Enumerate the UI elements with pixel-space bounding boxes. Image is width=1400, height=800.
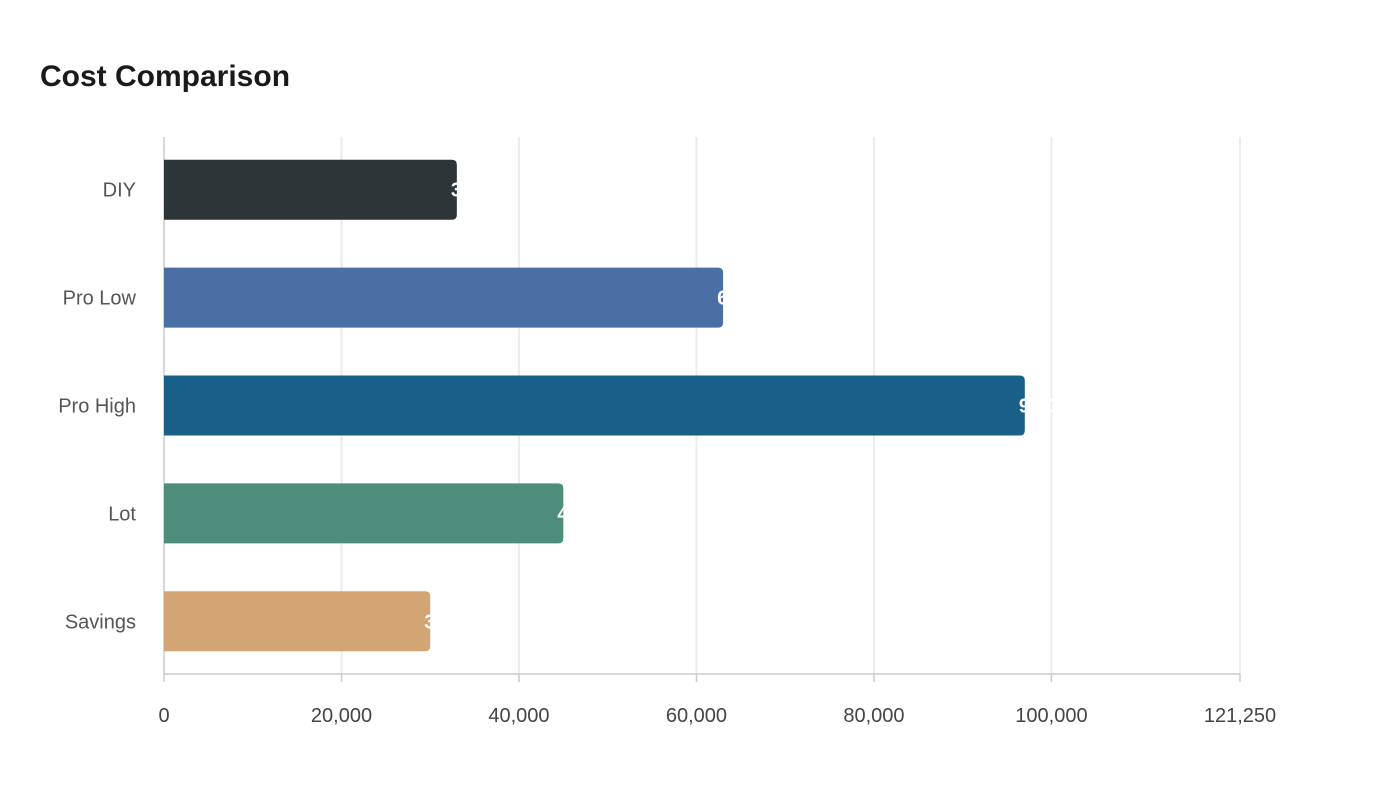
bar-diy: [164, 159, 457, 220]
bar-savings: [164, 591, 431, 652]
value-label: 30,000: [424, 611, 485, 633]
value-label: 63,000: [717, 288, 778, 310]
x-tick-label: 0: [158, 705, 169, 727]
category-label: Pro High: [58, 396, 136, 418]
chart-title: Cost Comparison: [40, 60, 291, 93]
bar-lot: [164, 483, 564, 544]
x-tick-label: 40,000: [488, 705, 549, 727]
x-tick-label: 121,250: [1204, 705, 1276, 727]
category-label: DIY: [103, 180, 136, 202]
x-tick-label: 20,000: [311, 705, 372, 727]
x-tick-label: 80,000: [843, 705, 904, 727]
value-label: 97,000: [1019, 396, 1080, 418]
value-label: 33,000: [451, 180, 512, 202]
category-label: Pro Low: [63, 288, 137, 310]
category-label: Lot: [108, 503, 136, 525]
bar-pro-low: [164, 267, 724, 328]
x-tick-label: 100,000: [1015, 705, 1087, 727]
category-label: Savings: [65, 611, 136, 633]
bar-pro-high: [164, 375, 1025, 436]
value-label: 45,000: [557, 503, 618, 525]
x-tick-label: 60,000: [666, 705, 727, 727]
